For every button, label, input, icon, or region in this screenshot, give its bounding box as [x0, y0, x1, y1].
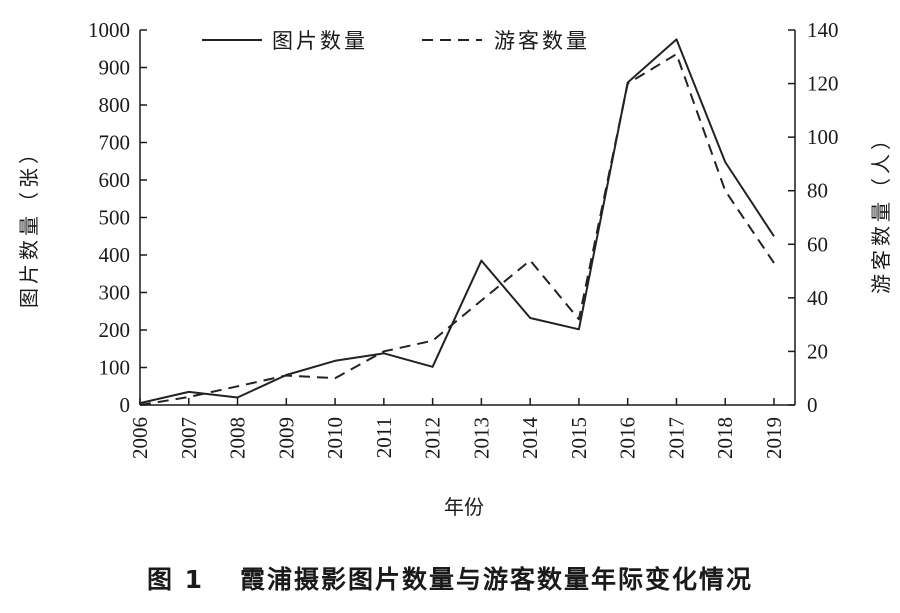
x-tick-label: 2011 [372, 417, 396, 458]
right-y-tick-label: 0 [807, 393, 818, 417]
series-line-2 [139, 53, 775, 406]
left-y-tick-label: 400 [99, 243, 131, 267]
x-tick-label: 2013 [469, 417, 493, 459]
legend: 图片数量 游客数量 [202, 29, 590, 53]
left-y-axis-title: 图片数量（张） [17, 140, 41, 308]
right-y-tick-label: 140 [807, 18, 839, 42]
x-tick-label: 2017 [664, 417, 688, 459]
x-tick-label: 2010 [323, 417, 347, 459]
x-tick-label: 2019 [762, 417, 786, 459]
line-chart: 0 100 200 300 400 500 600 700 800 900 1000 0 20 40 60 8… [17, 18, 893, 519]
left-y-tick-label: 200 [99, 318, 131, 342]
left-y-tick-label: 900 [99, 56, 131, 80]
left-y-tick-label: 1000 [88, 18, 130, 42]
left-y-tick-label: 700 [99, 131, 131, 155]
left-y-tick-label: 600 [99, 168, 131, 192]
legend-label-2: 游客数量 [494, 29, 590, 53]
series-layer [139, 38, 775, 406]
axes: 0 100 200 300 400 500 600 700 800 900 1000 0 20 40 60 8… [88, 18, 839, 459]
x-tick-label: 2012 [421, 417, 445, 459]
right-y-tick-label: 100 [807, 125, 839, 149]
figure-number: 图 1 [146, 565, 205, 594]
x-tick-label: 2007 [177, 417, 201, 459]
left-y-tick-label: 300 [99, 281, 131, 305]
x-tick-label: 2016 [616, 417, 640, 459]
right-y-tick-label: 60 [807, 232, 828, 256]
figure-caption-text: 霞浦摄影图片数量与游客数量年际变化情况 [240, 565, 754, 594]
legend-label-1: 图片数量 [272, 29, 368, 53]
left-y-tick-label: 800 [99, 93, 131, 117]
series-line-1 [139, 38, 775, 405]
figure-caption: 图 1 霞浦摄影图片数量与游客数量年际变化情况 [0, 560, 900, 596]
left-y-tick-label: 0 [120, 393, 131, 417]
left-y-tick-label: 500 [99, 206, 131, 230]
x-tick-label: 2009 [274, 417, 298, 459]
x-axis-title: 年份 [444, 495, 484, 519]
right-y-axis-title: 游客数量（人） [869, 126, 893, 294]
x-tick-label: 2015 [567, 417, 591, 459]
right-y-tick-label: 20 [807, 339, 828, 363]
right-y-tick-label: 40 [807, 286, 828, 310]
right-y-tick-label: 80 [807, 179, 828, 203]
x-tick-label: 2006 [128, 417, 152, 459]
x-tick-label: 2014 [518, 417, 542, 460]
x-tick-label: 2018 [713, 417, 737, 459]
x-tick-label: 2008 [226, 417, 250, 459]
right-y-tick-label: 120 [807, 72, 839, 96]
left-y-tick-label: 100 [99, 356, 131, 380]
